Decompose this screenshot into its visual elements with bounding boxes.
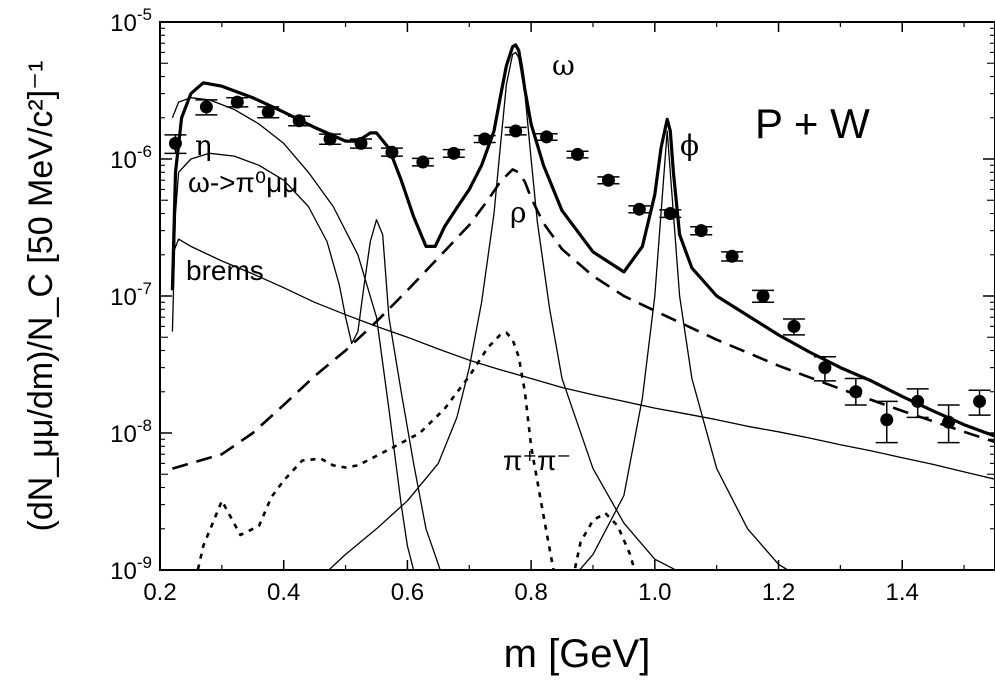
curve-thick-0 <box>170 43 995 438</box>
annotation-omega-dalitz: ω->π⁰μμ <box>188 167 298 198</box>
data-point <box>571 147 584 161</box>
data-point <box>540 130 554 144</box>
data-point <box>849 385 863 399</box>
curve-thin-5 <box>578 130 790 570</box>
data-point <box>509 124 523 138</box>
annotation-eta: η <box>195 129 212 162</box>
curve-dotted-8 <box>573 511 636 570</box>
data-point <box>818 361 832 375</box>
annotation-pipi: π⁺π⁻ <box>503 445 571 476</box>
data-point <box>478 132 492 146</box>
y-tick-labels: 10-9 10-8 10-7 10-6 10-5 <box>110 5 152 585</box>
annotation-system: P + W <box>755 100 870 147</box>
data-point <box>756 289 770 303</box>
y-axis-title: (dN_μμ/dm)/N_C [50 MeV/c²]⁻¹ <box>22 61 60 532</box>
x-tick-label: 0.4 <box>267 579 300 606</box>
data-points <box>164 95 991 444</box>
data-point <box>323 132 337 146</box>
x-tick-labels: 0.2 0.4 0.6 0.8 1.0 1.2 1.4 <box>143 579 919 606</box>
data-point <box>199 100 213 114</box>
y-tick-label: 10-6 <box>110 142 152 174</box>
x-axis-title: m [GeV] <box>504 632 651 676</box>
y-tick-label: 10-8 <box>110 416 152 448</box>
data-point <box>230 95 244 109</box>
annotation-phi: ϕ <box>680 129 699 162</box>
data-point <box>694 224 708 238</box>
curve-thin-4 <box>327 51 678 570</box>
data-point <box>880 413 894 427</box>
data-point <box>942 415 956 429</box>
y-tick-label: 10-5 <box>110 5 152 37</box>
curves <box>170 43 995 570</box>
data-point <box>168 136 182 150</box>
y-tick-label: 10-7 <box>110 279 152 311</box>
curve-dotted-7 <box>196 331 555 570</box>
data-point <box>725 249 739 263</box>
data-point <box>973 394 987 408</box>
data-point <box>632 202 646 216</box>
x-tick-label: 0.8 <box>514 579 547 606</box>
data-point <box>601 173 615 187</box>
x-tick-label: 1.2 <box>762 579 795 606</box>
annotation-omega: ω <box>552 49 575 82</box>
data-point <box>261 105 275 119</box>
data-point <box>385 145 399 159</box>
data-point <box>416 155 430 169</box>
data-point <box>354 136 368 150</box>
curve-thin-2 <box>171 152 441 570</box>
annotation-rho: ρ <box>510 196 526 229</box>
x-tick-label: 1.4 <box>886 579 919 606</box>
data-point <box>292 114 306 128</box>
curve-thin-1 <box>171 97 415 570</box>
x-tick-label: 0.6 <box>391 579 424 606</box>
x-tick-label: 0.2 <box>143 579 176 606</box>
y-tick-label: 10-9 <box>110 553 152 585</box>
curve-thin-3 <box>171 238 995 480</box>
annotation-brems: brems <box>186 255 264 286</box>
curve-dashed-6 <box>172 168 995 470</box>
data-point <box>447 146 461 160</box>
axis-ticks <box>159 21 995 571</box>
data-point <box>663 207 677 221</box>
x-tick-label: 1.0 <box>638 579 671 606</box>
data-point <box>787 319 801 333</box>
data-point <box>911 394 925 408</box>
